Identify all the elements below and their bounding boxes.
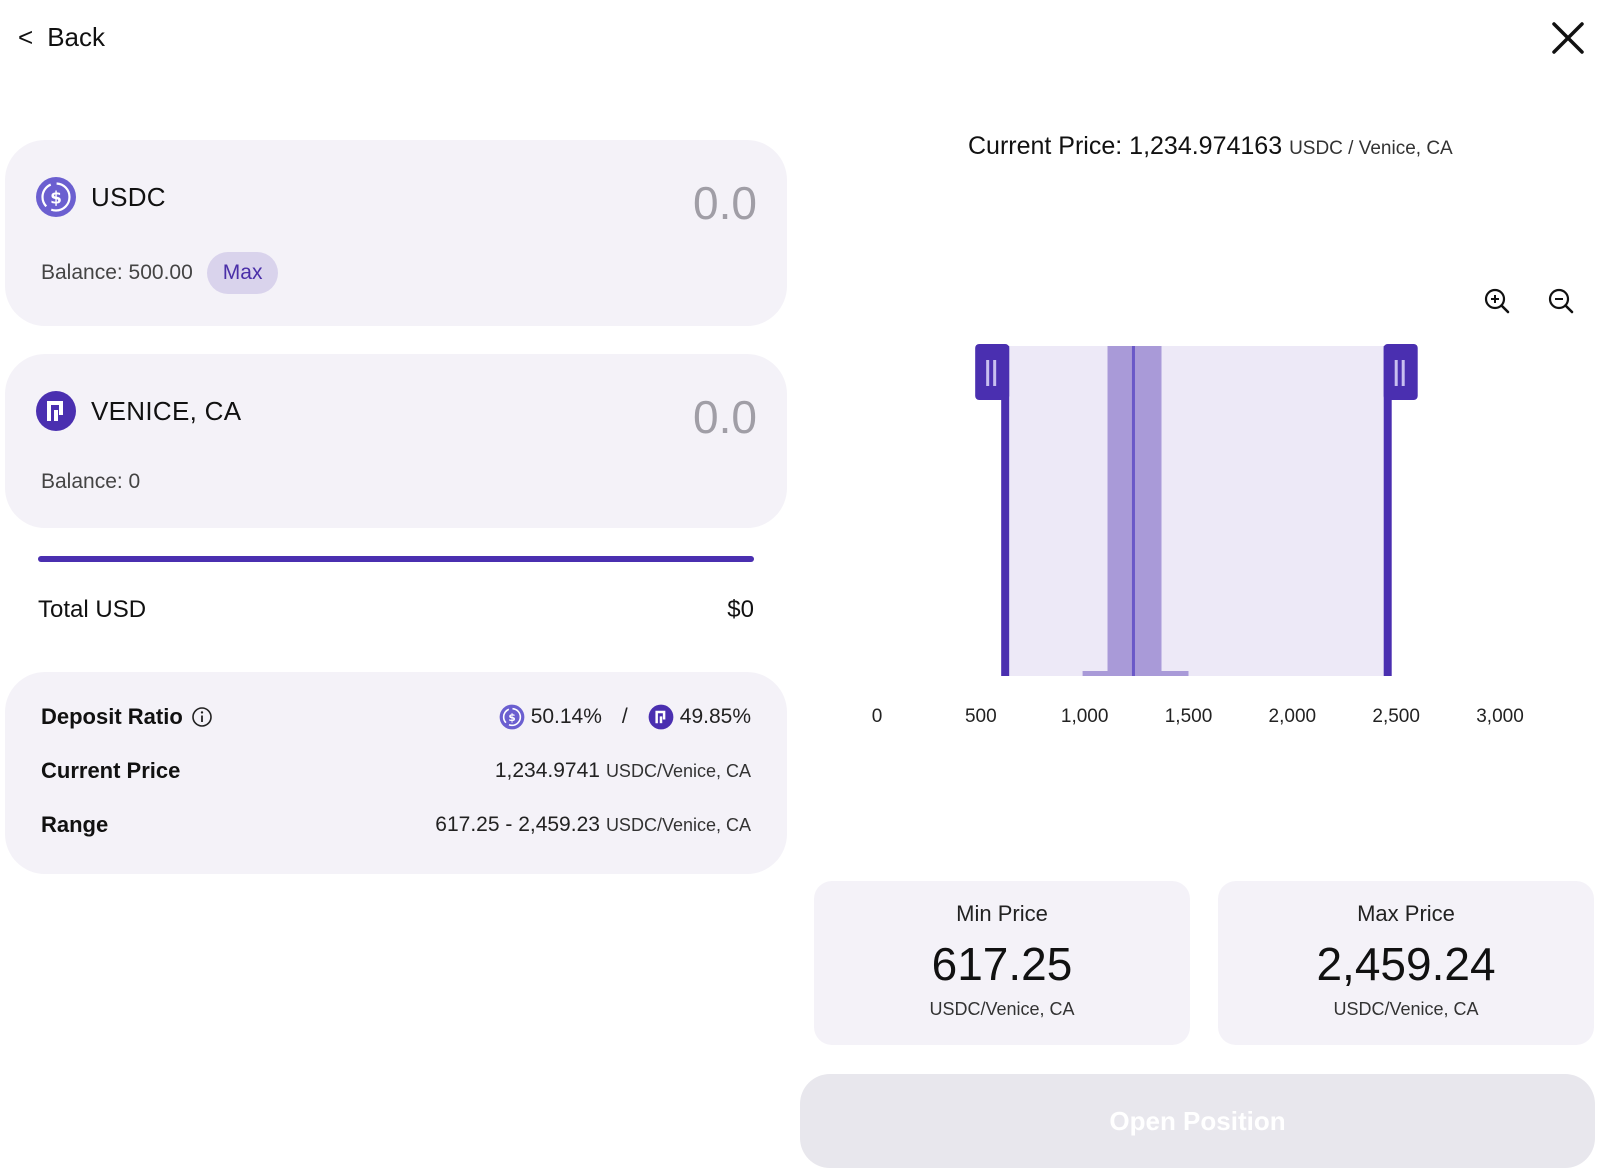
- x-tick-label: 0: [872, 706, 883, 727]
- x-tick-label: 2,000: [1269, 706, 1317, 727]
- usdc-balance-row: Balance: 500.00 Max: [41, 252, 279, 294]
- range-unit: USDC/Venice, CA: [605, 814, 751, 835]
- usdc-icon: $: [499, 704, 525, 730]
- usdc-token-name: USDC: [91, 181, 166, 212]
- position-info-card: Deposit Ratio $ 50.14% / 49.85% Cur: [5, 672, 787, 874]
- x-tick-label: 3,000: [1476, 706, 1524, 727]
- min-range-line: [1001, 346, 1010, 676]
- current-price-unit: USDC/Venice, CA: [605, 760, 751, 781]
- current-price-value-group: 1,234.9741 USDC/Venice, CA: [495, 759, 751, 783]
- deposit-ratio-label: Deposit Ratio: [41, 704, 183, 729]
- range-value: 617.25 - 2,459.23: [435, 813, 600, 836]
- max-range-handle[interactable]: [1383, 344, 1418, 400]
- deposit-ratio-value: $ 50.14% / 49.85%: [499, 704, 751, 730]
- x-tick-label: 1,000: [1061, 706, 1109, 727]
- usdc-ratio: 50.14%: [530, 705, 602, 728]
- min-range-handle[interactable]: [975, 344, 1010, 400]
- back-label: Back: [47, 22, 105, 52]
- max-price-title: Max Price: [1357, 901, 1455, 926]
- current-price-value: 1,234.9741: [494, 759, 600, 782]
- total-usd-label: Total USD: [38, 596, 147, 623]
- venice-token-card: VENICE, CA Balance: 0: [5, 354, 787, 528]
- max-price-unit: USDC/Venice, CA: [1333, 999, 1479, 1019]
- open-position-button[interactable]: Open Position: [800, 1074, 1595, 1168]
- deposit-ratio-label-group: Deposit Ratio: [41, 704, 213, 730]
- deposit-progress-bar: [38, 556, 754, 562]
- x-tick-label: 1,500: [1165, 706, 1213, 727]
- venice-amount-input[interactable]: [457, 390, 757, 444]
- venice-balance-row: Balance: 0: [41, 470, 140, 494]
- max-range-line: [1383, 346, 1392, 676]
- range-label: Range: [41, 812, 109, 837]
- svg-text:$: $: [50, 189, 62, 209]
- deposit-ratio-row: Deposit Ratio $ 50.14% / 49.85%: [41, 704, 751, 730]
- deposit-progress-fill: [38, 556, 754, 562]
- price-range-chart: 0 500 1,000 1,500 2,000 2,500 3,000: [872, 344, 1524, 727]
- min-price-title: Min Price: [956, 901, 1048, 926]
- chart-title-prefix: Current Price:: [968, 132, 1130, 160]
- range-row: Range 617.25 - 2,459.23 USDC/Venice, CA: [41, 812, 751, 838]
- range-value-group: 617.25 - 2,459.23 USDC/Venice, CA: [435, 813, 751, 837]
- selected-range-area: [1005, 346, 1388, 676]
- venice-balance: Balance: 0: [41, 470, 141, 493]
- usdc-token-header: $ USDC: [35, 176, 166, 218]
- zoom-in-icon[interactable]: [1482, 286, 1512, 316]
- usdc-balance: Balance: 500.00: [41, 261, 193, 284]
- max-price-value: 2,459.24: [1316, 938, 1496, 990]
- chevron-left-icon: <: [18, 22, 34, 52]
- venice-token-header: VENICE, CA: [35, 390, 241, 432]
- min-price-value: 617.25: [931, 938, 1073, 990]
- back-button[interactable]: < Back: [18, 22, 105, 53]
- max-button[interactable]: Max: [206, 252, 279, 294]
- usdc-amount-input[interactable]: [457, 176, 757, 230]
- chart-current-price: Current Price: 1,234.974163 USDC / Venic…: [968, 132, 1453, 161]
- venice-token-name: VENICE, CA: [91, 395, 242, 426]
- svg-text:$: $: [508, 712, 515, 724]
- chart-title-unit: USDC / Venice, CA: [1289, 138, 1453, 159]
- usdc-icon: $: [36, 177, 76, 217]
- info-icon[interactable]: [191, 706, 213, 728]
- zoom-out-icon[interactable]: [1546, 286, 1576, 316]
- min-price-card[interactable]: Min Price 617.25 USDC/Venice, CA: [814, 881, 1190, 1045]
- venice-icon: [648, 704, 674, 730]
- venice-ratio: 49.85%: [679, 705, 751, 728]
- x-tick-label: 2,500: [1372, 706, 1420, 727]
- total-usd-value: $0: [727, 596, 754, 623]
- chart-title-value: 1,234.974163: [1129, 132, 1283, 160]
- close-icon[interactable]: [1548, 18, 1588, 58]
- x-tick-label: 500: [965, 706, 997, 727]
- current-price-line: [1131, 346, 1135, 676]
- min-price-unit: USDC/Venice, CA: [929, 999, 1075, 1019]
- venice-icon: [36, 391, 76, 431]
- usdc-token-card: $ USDC Balance: 500.00 Max: [5, 140, 787, 326]
- max-price-card[interactable]: Max Price 2,459.24 USDC/Venice, CA: [1218, 881, 1594, 1045]
- ratio-separator: /: [621, 705, 628, 728]
- current-price-row: Current Price 1,234.9741 USDC/Venice, CA: [41, 758, 751, 784]
- current-price-label: Current Price: [41, 758, 181, 783]
- x-axis-ticks: 0 500 1,000 1,500 2,000 2,500 3,000: [872, 706, 1524, 727]
